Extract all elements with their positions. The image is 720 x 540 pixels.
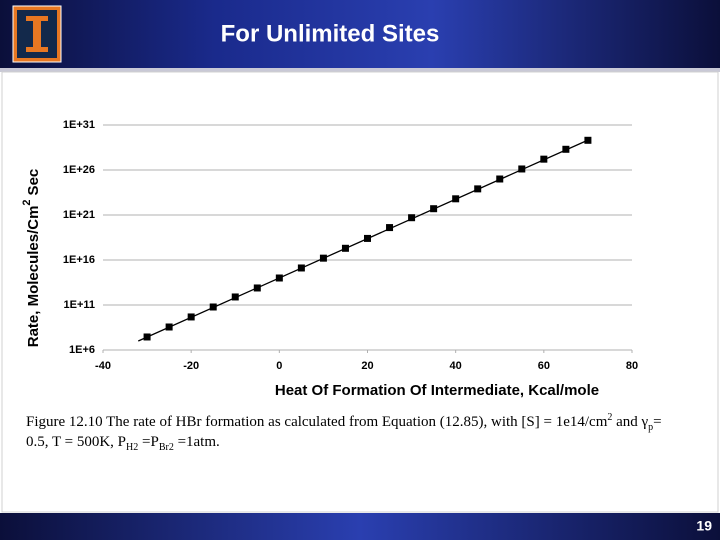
x-tick-label: -40 xyxy=(95,360,111,372)
data-point xyxy=(341,244,349,252)
caption-text: =P xyxy=(138,434,159,450)
data-point xyxy=(474,185,482,193)
page-number: 19 xyxy=(696,518,712,534)
data-point xyxy=(452,195,460,203)
data-point xyxy=(165,323,173,331)
y-tick-label: 1E+6 xyxy=(69,344,95,356)
x-tick-label: 40 xyxy=(450,360,462,372)
data-point xyxy=(319,254,327,262)
x-tick-label: 0 xyxy=(276,360,282,372)
header-band xyxy=(0,0,720,68)
x-axis-title: Heat Of Formation Of Intermediate, Kcal/… xyxy=(275,382,599,399)
data-point xyxy=(143,333,151,341)
caption: Figure 12.10 The rate of HBr formation a… xyxy=(26,412,686,453)
data-point xyxy=(518,165,526,173)
caption-text: p xyxy=(648,422,654,433)
y-tick-label: 1E+26 xyxy=(63,164,95,176)
header-rule xyxy=(0,68,720,72)
logo-mark xyxy=(33,21,41,47)
data-point xyxy=(231,293,239,301)
caption-text: 2 xyxy=(607,412,613,423)
data-point xyxy=(275,274,283,282)
data-point xyxy=(540,155,548,163)
y-tick-label: 1E+31 xyxy=(63,119,95,131)
y-title-sup: 2 xyxy=(21,199,33,205)
data-point xyxy=(584,136,592,144)
data-point xyxy=(496,175,504,183)
caption-text: Br2 xyxy=(158,442,174,453)
x-tick-label: 80 xyxy=(626,360,638,372)
caption-text: H2 xyxy=(126,442,139,453)
data-point xyxy=(187,313,195,321)
data-point xyxy=(386,224,394,232)
x-tick-label: -20 xyxy=(183,360,199,372)
y-tick-label: 1E+21 xyxy=(63,209,95,221)
y-axis-title: Rate, Molecules/Cm2 Sec xyxy=(21,169,42,348)
caption-text: = 0.5, T = 500K, P xyxy=(26,414,662,450)
data-point xyxy=(364,234,371,242)
logo-mark xyxy=(26,47,48,52)
data-point xyxy=(562,145,570,153)
content-frame xyxy=(1,71,719,513)
caption-text: =1atm. xyxy=(173,434,220,450)
y-tick-label: 1E+16 xyxy=(63,254,95,266)
slide-title: For Unlimited Sites xyxy=(221,20,440,47)
x-tick-label: 60 xyxy=(538,360,550,372)
data-point xyxy=(430,205,438,213)
logo-mark xyxy=(26,16,48,21)
x-tick-label: 20 xyxy=(361,360,373,372)
caption-text: Figure 12.10 The rate of HBr formation a… xyxy=(26,414,608,430)
caption-text: and γ xyxy=(612,414,649,430)
y-title-text: Rate, Molecules/Cm xyxy=(25,206,42,348)
data-point xyxy=(209,303,217,311)
data-point xyxy=(297,264,305,272)
data-point xyxy=(253,284,261,292)
data-point xyxy=(408,214,416,222)
footer-band xyxy=(0,513,720,540)
y-tick-label: 1E+11 xyxy=(63,299,95,311)
y-title-text: Sec xyxy=(25,169,42,196)
